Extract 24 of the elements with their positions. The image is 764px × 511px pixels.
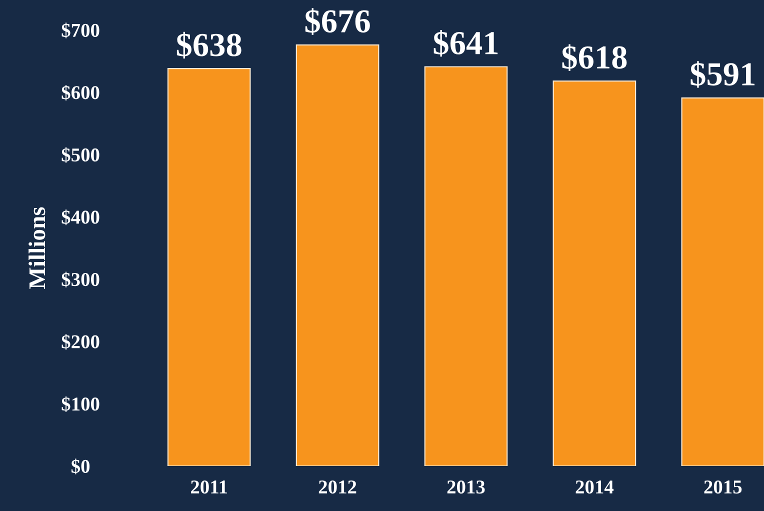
data-label: $591: [690, 61, 755, 88]
x-tick-label: 2014: [576, 480, 614, 494]
y-tick-label: $200: [62, 334, 100, 350]
x-tick-label: 2011: [190, 480, 227, 494]
y-tick-label: $300: [62, 272, 100, 288]
data-label: $638: [176, 32, 242, 59]
y-tick-label: $600: [62, 84, 100, 101]
y-tick-label: $500: [62, 147, 100, 163]
y-tick-label: $100: [62, 396, 100, 412]
bar: [167, 68, 251, 466]
bar: [552, 80, 636, 466]
y-tick-label: $0: [72, 458, 90, 474]
data-label: $641: [434, 30, 498, 57]
x-tick-label: 2013: [447, 480, 485, 494]
data-label: $676: [305, 8, 370, 35]
bar: [296, 44, 380, 466]
y-axis-title: Millions: [28, 207, 46, 289]
y-tick-label: $700: [62, 22, 100, 38]
data-label: $618: [562, 44, 627, 71]
bar: [424, 66, 508, 466]
y-tick-label: $400: [62, 210, 100, 226]
x-tick-label: 2015: [704, 480, 742, 494]
x-tick-label: 2012: [318, 480, 356, 494]
bar: [681, 97, 764, 466]
